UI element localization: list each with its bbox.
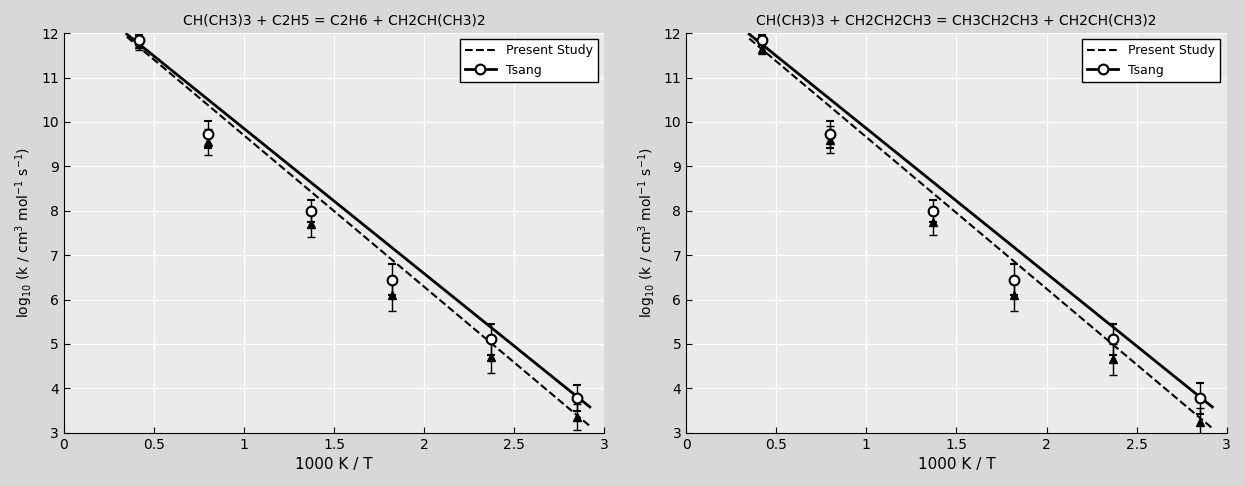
Y-axis label: log$_{10}$ (k / cm$^3$ mol$^{-1}$ s$^{-1}$): log$_{10}$ (k / cm$^3$ mol$^{-1}$ s$^{-1… [636,147,659,318]
Legend: Present Study, Tsang: Present Study, Tsang [1082,39,1220,82]
Title: CH(CH3)3 + C2H5 = C2H6 + CH2CH(CH3)2: CH(CH3)3 + C2H5 = C2H6 + CH2CH(CH3)2 [183,14,486,28]
Legend: Present Study, Tsang: Present Study, Tsang [459,39,598,82]
Y-axis label: log$_{10}$ (k / cm$^3$ mol$^{-1}$ s$^{-1}$): log$_{10}$ (k / cm$^3$ mol$^{-1}$ s$^{-1… [14,147,36,318]
Title: CH(CH3)3 + CH2CH2CH3 = CH3CH2CH3 + CH2CH(CH3)2: CH(CH3)3 + CH2CH2CH3 = CH3CH2CH3 + CH2CH… [756,14,1157,28]
X-axis label: 1000 K / T: 1000 K / T [918,457,995,472]
X-axis label: 1000 K / T: 1000 K / T [295,457,372,472]
